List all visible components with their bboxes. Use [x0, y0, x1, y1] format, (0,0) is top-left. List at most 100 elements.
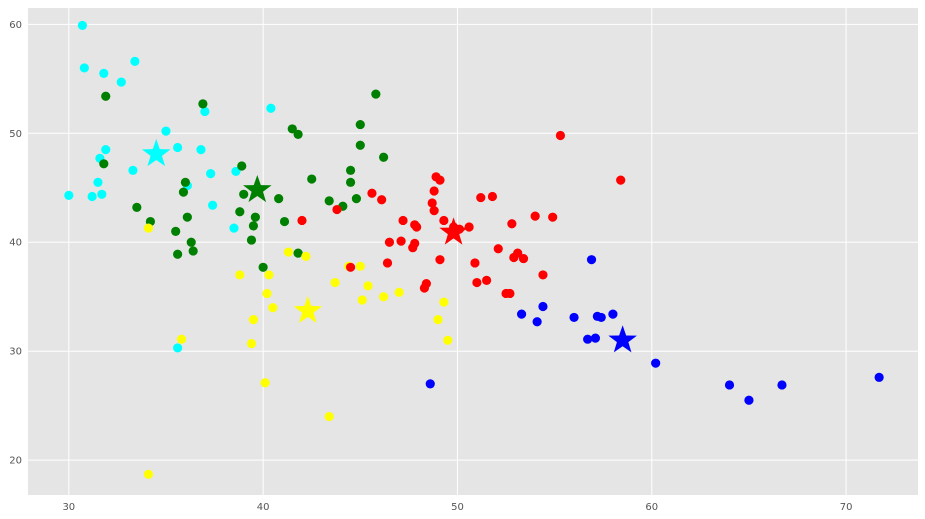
- y-tick-label: 60: [9, 20, 22, 31]
- data-points: [64, 20, 884, 479]
- scatter-point: [367, 188, 377, 198]
- scatter-point: [476, 192, 486, 203]
- scatter-point: [443, 335, 453, 345]
- scatter-point: [507, 219, 517, 229]
- y-tick-label: 30: [9, 347, 22, 358]
- scatter-point: [235, 207, 245, 217]
- scatter-point: [180, 177, 191, 187]
- scatter-point: [182, 212, 192, 222]
- scatter-point: [518, 253, 529, 264]
- scatter-point: [439, 215, 449, 226]
- scatter-point: [186, 237, 196, 247]
- scatter-point: [248, 221, 259, 231]
- scatter-point: [332, 204, 342, 215]
- plot-background: [28, 8, 918, 495]
- scatter-point: [555, 130, 566, 141]
- scatter-point: [398, 215, 408, 226]
- scatter-point: [355, 119, 365, 130]
- scatter-point: [258, 262, 268, 272]
- scatter-point: [433, 314, 443, 325]
- scatter-point: [324, 411, 334, 422]
- scatter-point: [143, 223, 154, 233]
- scatter-point: [538, 301, 548, 312]
- scatter-point: [548, 212, 558, 222]
- scatter-point: [616, 175, 626, 185]
- scatter-point: [77, 20, 88, 31]
- scatter-point: [596, 312, 606, 323]
- scatter-point: [250, 212, 260, 222]
- scatter-point: [99, 159, 109, 169]
- scatter-point: [231, 166, 241, 177]
- x-tick-label: 70: [840, 502, 853, 513]
- scatter-point: [235, 270, 245, 280]
- x-tick-label: 40: [257, 502, 270, 513]
- scatter-point: [384, 237, 395, 247]
- y-tick-label: 50: [9, 129, 22, 140]
- scatter-point: [355, 140, 365, 150]
- scatter-point: [293, 248, 303, 258]
- scatter-point: [178, 187, 189, 197]
- scatter-point: [266, 103, 276, 113]
- scatter-point: [287, 124, 297, 134]
- scatter-point: [239, 189, 249, 199]
- scatter-point: [173, 249, 183, 259]
- scatter-point: [345, 262, 356, 272]
- scatter-point: [351, 194, 362, 204]
- scatter-point: [274, 194, 284, 204]
- scatter-point: [260, 378, 270, 388]
- scatter-point: [513, 248, 523, 258]
- scatter-point: [93, 177, 103, 187]
- scatter-point: [248, 314, 259, 325]
- centroid-star: [141, 138, 171, 167]
- scatter-point: [482, 275, 492, 285]
- scatter-point: [132, 202, 142, 212]
- scatter-point: [130, 56, 140, 66]
- scatter-point: [569, 312, 579, 323]
- scatter-point: [188, 246, 198, 256]
- scatter-point: [777, 380, 787, 390]
- scatter-point: [371, 89, 381, 99]
- tick-labels: 30 40 50 60 70 20 30 40 50 60: [9, 20, 852, 513]
- y-tick-label: 20: [9, 456, 22, 467]
- scatter-point: [396, 236, 406, 246]
- scatter-point: [79, 63, 89, 73]
- scatter-point: [173, 142, 183, 153]
- scatter-point: [87, 191, 97, 202]
- scatter-point: [421, 279, 431, 289]
- scatter-point: [324, 196, 334, 206]
- scatter-point: [293, 129, 303, 139]
- scatter-point: [301, 251, 311, 262]
- scatter-point: [345, 177, 356, 187]
- scatter-point: [538, 270, 548, 280]
- scatter-point: [173, 343, 183, 353]
- scatter-point: [377, 195, 387, 205]
- scatter-point: [176, 334, 187, 344]
- scatter-point: [363, 281, 373, 291]
- scatter-point: [208, 200, 218, 210]
- centroid-markers: [141, 138, 637, 353]
- scatter-point: [99, 68, 109, 78]
- scatter-point: [268, 303, 278, 313]
- scatter-point: [410, 238, 420, 248]
- x-tick-label: 60: [645, 502, 658, 513]
- scatter-point: [196, 145, 206, 155]
- x-tick-label: 50: [451, 502, 464, 513]
- scatter-point: [532, 317, 542, 327]
- scatter-point: [297, 215, 307, 226]
- scatter-point: [425, 379, 435, 389]
- scatter-point: [744, 395, 754, 405]
- scatter-point: [101, 145, 111, 155]
- centroid-star: [243, 174, 272, 203]
- scatter-point: [246, 235, 257, 245]
- scatter-point: [394, 287, 404, 297]
- scatter-point: [608, 309, 618, 319]
- scatter-point: [382, 258, 393, 268]
- scatter-point: [206, 169, 216, 179]
- scatter-point: [355, 261, 365, 271]
- scatter-point: [435, 255, 445, 265]
- scatter-point: [200, 106, 210, 117]
- scatter-point: [493, 244, 503, 254]
- x-tick-label: 30: [62, 502, 75, 513]
- scatter-point: [379, 152, 389, 162]
